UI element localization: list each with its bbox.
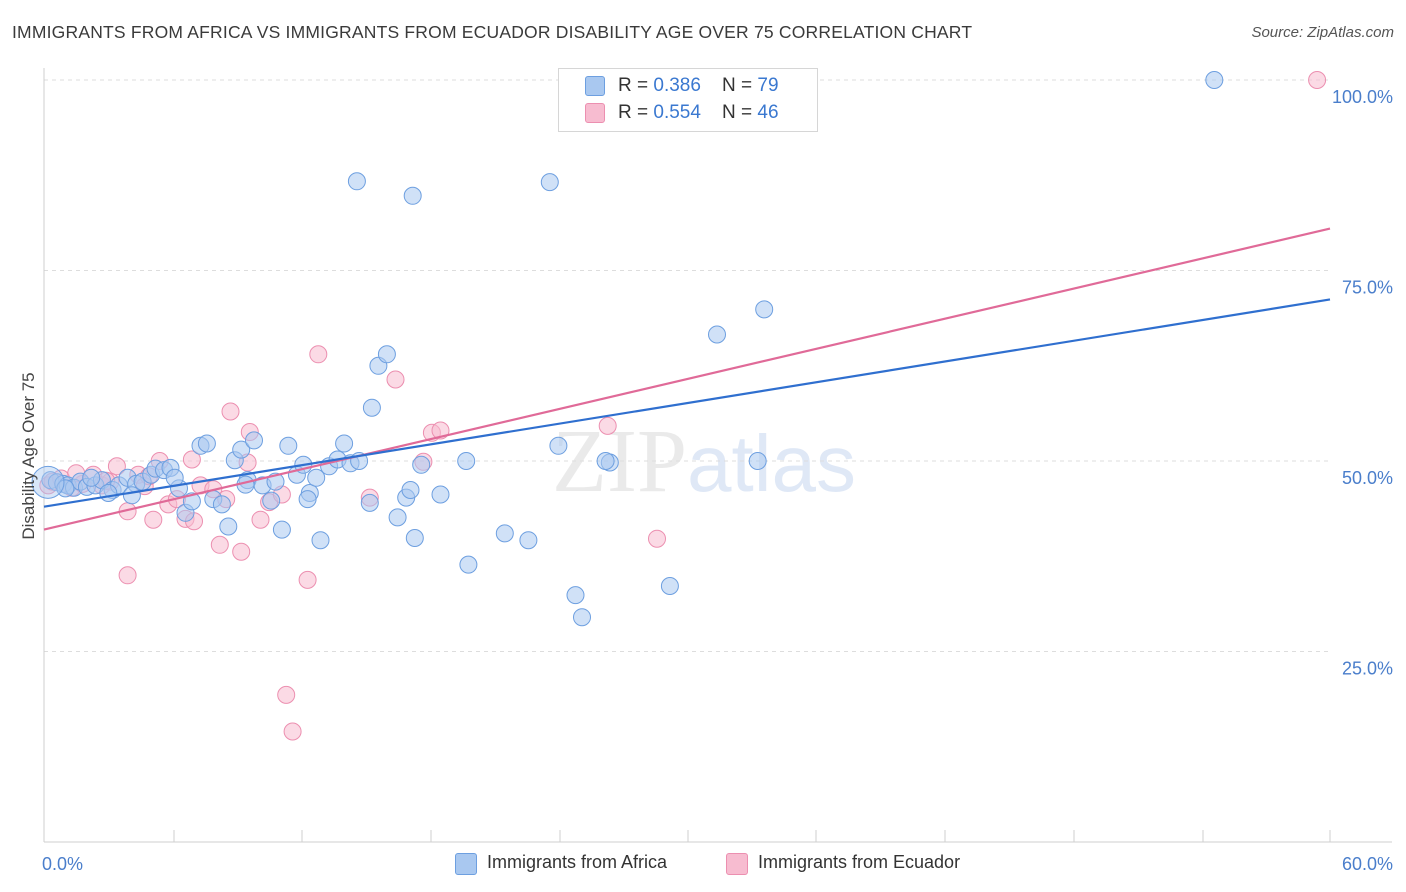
x-tick-label-min: 0.0% [42, 854, 83, 874]
africa-point [401, 481, 420, 499]
ecuador-legend-swatch [726, 853, 748, 875]
africa-point [360, 493, 379, 512]
africa-point [82, 468, 101, 487]
ecuador-point [309, 345, 328, 364]
africa-r-label: R = [618, 75, 654, 96]
ecuador-point [144, 510, 163, 529]
africa-point [388, 508, 407, 527]
ecuador-trendline [43, 227, 1331, 531]
ecuador-legend-label: Immigrants from Ecuador [758, 852, 961, 872]
y-tick-label: 25.0% [1342, 659, 1393, 679]
africa-n-value: 79 [757, 75, 779, 96]
africa-point [307, 468, 326, 487]
legend-ecuador-text: R = 0.554 N = 46 [618, 102, 779, 124]
africa-point [755, 300, 774, 319]
africa-legend-label: Immigrants from Africa [487, 852, 668, 872]
legend-africa-text: R = 0.386 N = 79 [618, 75, 779, 97]
africa-point [431, 485, 450, 504]
zipatlas-watermark: ZIPatlas [552, 410, 856, 513]
ecuador-point [386, 370, 405, 389]
africa-point-cluster [31, 465, 65, 499]
africa-r-value: 0.386 [653, 75, 701, 96]
africa-point [459, 555, 478, 574]
africa-point [573, 608, 591, 627]
ecuador-swatch [585, 103, 605, 123]
africa-point [298, 490, 317, 509]
trendlines [43, 227, 1331, 531]
gridlines [44, 79, 1330, 652]
ecuador-r-value: 0.554 [653, 102, 701, 123]
correlation-legend: R = 0.386 N = 79 R = 0.554 N = 46 [558, 68, 818, 132]
ecuador-point [1308, 71, 1327, 89]
africa-point [56, 479, 75, 498]
series-legend-africa: Immigrants from Africa [455, 852, 695, 876]
africa-point [403, 186, 422, 205]
y-tick-label: 100.0% [1332, 87, 1393, 107]
africa-point [457, 452, 476, 470]
africa-point [540, 173, 559, 192]
source-note: Source: ZipAtlas.com [1251, 24, 1394, 41]
ecuador-point [283, 722, 302, 741]
ecuador-point [277, 685, 296, 704]
ecuador-point [221, 402, 240, 421]
ecuador-points [39, 71, 1327, 741]
africa-point [311, 531, 330, 550]
africa-point [708, 325, 726, 344]
ecuador-point [232, 542, 251, 561]
africa-point [495, 524, 514, 543]
ecuador-n-value: 46 [757, 102, 779, 123]
ecuador-point [118, 566, 137, 585]
africa-points [31, 71, 1224, 627]
x-tick-label-max: 60.0% [1342, 854, 1393, 874]
ecuador-point [182, 450, 201, 469]
ecuador-point [107, 457, 126, 476]
africa-point [262, 491, 281, 510]
africa-point [566, 586, 585, 605]
africa-trendline [43, 298, 1331, 508]
africa-point [279, 436, 298, 455]
watermark-atlas: atlas [687, 419, 856, 508]
y-tick-label: 50.0% [1342, 468, 1393, 488]
ecuador-point [251, 510, 270, 529]
ecuador-r-label: R = [618, 102, 654, 123]
africa-point [219, 517, 238, 536]
africa-point [377, 345, 396, 364]
africa-point [519, 531, 538, 550]
africa-point [335, 434, 354, 453]
africa-point [660, 577, 679, 595]
tick-labels: 25.0% 50.0% 75.0% 100.0% 0.0% 60.0% [42, 87, 1393, 874]
series-legend-ecuador: Immigrants from Ecuador [726, 852, 996, 876]
africa-point [272, 520, 291, 539]
axes [43, 68, 1392, 843]
africa-point [596, 452, 615, 470]
africa-point [412, 455, 431, 474]
ecuador-point [298, 570, 317, 589]
chart-title: IMMIGRANTS FROM AFRICA VS IMMIGRANTS FRO… [12, 22, 973, 42]
africa-point [245, 431, 263, 450]
ecuador-point [648, 529, 666, 548]
y-axis-label: Disability Age Over 75 [19, 372, 38, 539]
africa-point [197, 434, 216, 453]
africa-point [99, 484, 118, 502]
africa-point [232, 440, 251, 459]
africa-swatch [585, 76, 605, 96]
y-tick-label: 75.0% [1342, 278, 1393, 298]
ecuador-point [598, 416, 617, 435]
africa-point [405, 529, 424, 547]
africa-point [347, 172, 366, 191]
africa-point [549, 436, 568, 455]
africa-point [748, 452, 767, 470]
africa-point [1205, 71, 1224, 89]
ecuador-n-label: N = [722, 102, 758, 123]
africa-point [362, 398, 381, 417]
africa-n-label: N = [722, 75, 758, 96]
africa-legend-swatch [455, 853, 477, 875]
africa-point [212, 495, 231, 514]
ecuador-point [210, 535, 229, 554]
africa-point [182, 492, 201, 511]
africa-point [122, 486, 141, 505]
